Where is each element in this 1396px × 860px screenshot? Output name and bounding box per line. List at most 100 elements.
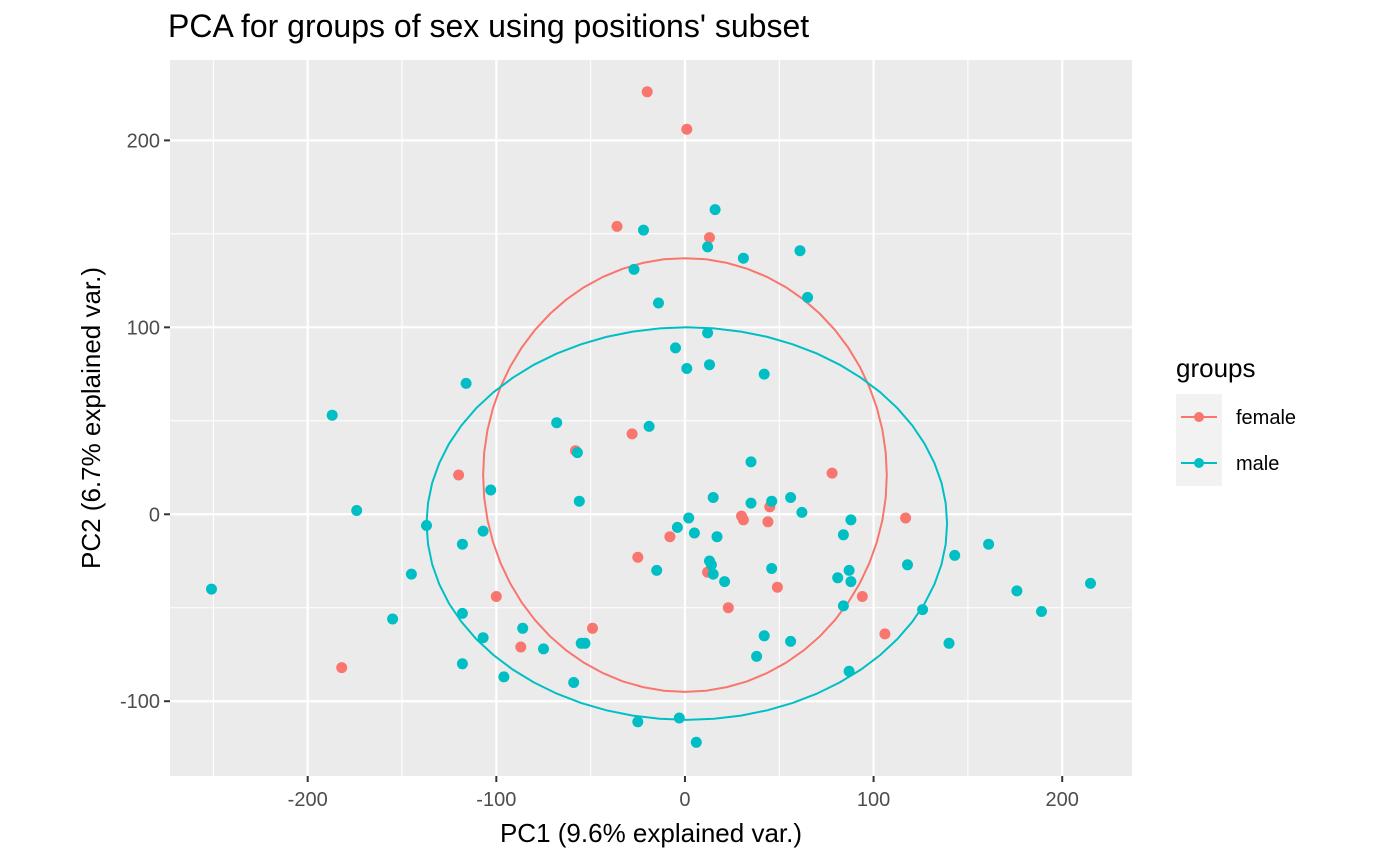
point-male	[538, 643, 549, 655]
x-tick-label: -200	[288, 789, 328, 811]
point-female	[771, 581, 783, 593]
point-female	[826, 467, 838, 479]
point-female	[626, 428, 638, 440]
point-male	[643, 420, 655, 432]
point-male	[653, 297, 664, 309]
point-male	[837, 529, 849, 541]
point-male	[949, 549, 961, 561]
point-male	[719, 576, 731, 588]
y-tick-label: 0	[149, 504, 160, 526]
point-male	[456, 658, 468, 670]
point-male	[690, 736, 702, 748]
point-female	[453, 469, 465, 481]
point-male	[796, 506, 808, 518]
point-female	[632, 551, 644, 563]
x-tick-label: 200	[1046, 789, 1079, 811]
point-male	[766, 563, 778, 574]
point-male	[477, 632, 489, 644]
point-male	[681, 363, 693, 374]
point-female	[704, 232, 715, 244]
point-male	[1011, 585, 1023, 597]
point-male	[707, 568, 719, 580]
point-male	[498, 671, 510, 683]
point-male	[832, 572, 844, 584]
data-points	[206, 86, 1096, 748]
point-male	[651, 564, 663, 576]
legend: groups female male	[1176, 353, 1296, 486]
point-male	[902, 559, 913, 571]
point-male	[707, 492, 719, 503]
point-female	[856, 591, 868, 602]
point-male	[745, 456, 757, 468]
point-female	[681, 123, 693, 135]
grid-minor	[170, 60, 1132, 776]
point-male	[737, 252, 749, 264]
point-male	[632, 716, 644, 728]
point-male	[460, 377, 472, 389]
point-male	[704, 359, 715, 371]
point-male	[579, 637, 591, 649]
point-male	[751, 650, 763, 662]
point-female	[641, 86, 653, 98]
point-male	[917, 604, 929, 616]
legend-label-male: male	[1236, 453, 1279, 475]
point-female	[611, 220, 623, 232]
y-axis: -100 0 100 200	[120, 130, 170, 713]
point-female	[762, 516, 774, 528]
x-axis-title: PC1 (9.6% explained var.)	[500, 818, 802, 848]
point-male	[766, 495, 778, 507]
point-male	[845, 514, 857, 526]
point-male	[456, 538, 468, 550]
point-female	[879, 628, 891, 640]
point-male	[702, 241, 714, 253]
point-male	[568, 677, 580, 688]
legend-key-dot-female	[1194, 412, 1204, 422]
legend-label-female: female	[1236, 407, 1296, 429]
point-male	[843, 564, 855, 576]
point-male	[683, 512, 695, 524]
point-male	[785, 635, 797, 647]
point-male	[983, 538, 995, 550]
point-male	[485, 484, 497, 496]
point-male	[551, 417, 563, 429]
point-male	[517, 622, 529, 634]
point-male	[709, 204, 721, 216]
point-male	[477, 525, 489, 537]
point-male	[758, 368, 770, 380]
point-male	[1085, 577, 1096, 589]
y-axis-title: PC2 (6.7% explained var.)	[76, 267, 106, 569]
y-tick-label: -100	[120, 691, 160, 713]
x-tick-label: -100	[476, 789, 516, 811]
x-tick-label: 100	[857, 789, 890, 811]
point-male	[456, 607, 468, 619]
point-male	[758, 630, 770, 642]
point-male	[670, 342, 681, 354]
point-male	[628, 263, 640, 275]
point-male	[843, 665, 855, 677]
point-female	[336, 662, 348, 674]
point-male	[711, 531, 723, 543]
chart-title: PCA for groups of sex using positions' s…	[168, 8, 809, 44]
point-male	[421, 520, 432, 531]
point-male	[845, 576, 857, 588]
point-male	[405, 568, 417, 580]
point-male	[351, 505, 363, 516]
point-male	[794, 245, 806, 257]
ellipse-female	[482, 257, 888, 693]
point-male	[326, 409, 338, 421]
y-tick-label: 100	[127, 317, 160, 339]
legend-title: groups	[1176, 353, 1256, 383]
point-male	[673, 712, 685, 724]
x-tick-label: 0	[679, 789, 690, 811]
point-male	[573, 495, 585, 507]
x-axis: -200 -100 0 100 200	[288, 776, 1079, 811]
point-female	[664, 531, 676, 543]
point-male	[943, 637, 955, 649]
point-female	[490, 591, 502, 602]
plot-panel	[170, 60, 1132, 776]
legend-key-dot-male	[1194, 458, 1204, 468]
point-male	[702, 327, 714, 339]
point-female	[722, 602, 734, 614]
point-female	[737, 514, 749, 526]
